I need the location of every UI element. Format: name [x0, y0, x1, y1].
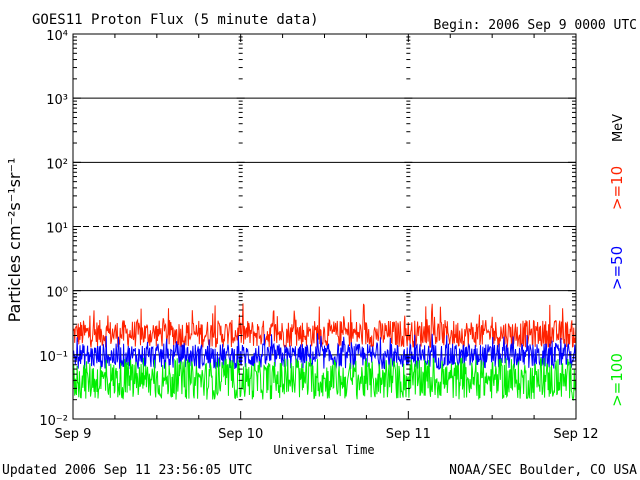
credit-text: NOAA/SEC Boulder, CO USA — [449, 463, 637, 478]
updated-timestamp: Updated 2006 Sep 11 23:56:05 UTC — [2, 463, 252, 478]
y-tick-label: 10⁴ — [46, 29, 68, 44]
series-line-1 — [72, 333, 577, 371]
series-line-0 — [72, 303, 577, 348]
x-tick-labels: Sep 9 Sep 10 Sep 11 Sep 12 — [55, 427, 599, 442]
legend-entry: >=10 — [608, 166, 626, 210]
plot-grid — [73, 97, 576, 356]
y-tick-labels: 10⁻² 10⁻¹ 10⁰ 10¹ 10² 10³ 10⁴ — [39, 29, 68, 429]
x-tick-label: Sep 11 — [386, 427, 431, 442]
legend-unit: MeV — [611, 114, 626, 142]
legend: MeV >=10 >=50 >=100 — [608, 114, 626, 407]
legend-entry: >=100 — [608, 353, 626, 407]
y-tick-label: 10¹ — [46, 222, 68, 237]
x-axis-label: Universal Time — [273, 443, 374, 457]
y-tick-label: 10⁻² — [39, 414, 68, 429]
chart-title: GOES11 Proton Flux (5 minute data) — [32, 12, 319, 28]
begin-time: Begin: 2006 Sep 9 0000 UTC — [434, 18, 638, 33]
y-tick-label: 10⁻¹ — [39, 350, 68, 365]
series-line-2 — [72, 357, 577, 402]
series-layer — [72, 303, 577, 402]
legend-entry: >=50 — [608, 246, 626, 290]
axis-ticks — [73, 33, 576, 420]
x-tick-label: Sep 9 — [55, 427, 92, 442]
y-axis-label: Particles cm⁻²s⁻¹sr⁻¹ — [5, 158, 24, 323]
x-tick-label: Sep 12 — [553, 427, 598, 442]
y-tick-label: 10² — [46, 157, 68, 172]
y-tick-label: 10³ — [46, 93, 68, 108]
y-tick-label: 10⁰ — [46, 286, 68, 301]
x-tick-label: Sep 10 — [218, 427, 263, 442]
